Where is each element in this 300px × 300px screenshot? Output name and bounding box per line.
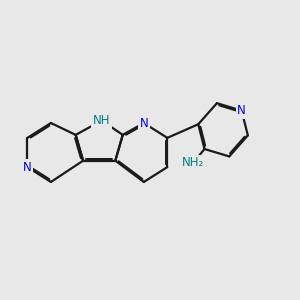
Text: N: N xyxy=(140,116,148,130)
Text: NH: NH xyxy=(93,114,110,127)
Text: NH₂: NH₂ xyxy=(182,156,205,169)
Text: N: N xyxy=(237,104,246,117)
Text: N: N xyxy=(23,160,32,174)
